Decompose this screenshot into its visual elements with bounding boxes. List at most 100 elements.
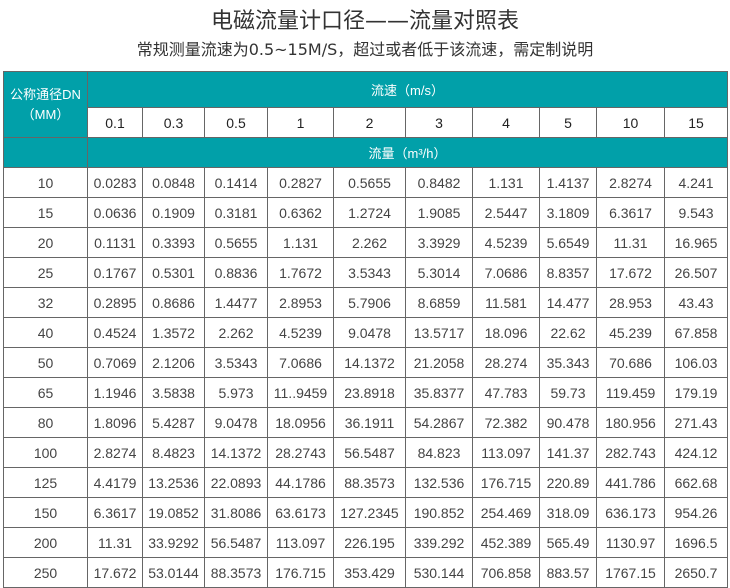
flow-cell: 19.0852	[142, 497, 205, 528]
flow-cell: 16.965	[663, 227, 729, 258]
flow-cell: 4.5239	[267, 317, 334, 348]
flow-cell: 7.0686	[472, 257, 540, 288]
flow-cell: 0.0636	[87, 197, 143, 228]
flow-cell: 226.195	[333, 527, 406, 558]
flow-header-blank	[3, 137, 88, 168]
flow-cell: 2.1206	[142, 347, 205, 378]
speed-cell: 0.5	[204, 107, 268, 138]
flow-cell: 5.3014	[405, 257, 473, 288]
speed-cell: 0.1	[87, 107, 143, 138]
flow-cell: 13.5717	[405, 317, 473, 348]
flow-cell: 35.343	[539, 347, 597, 378]
flow-cell: 0.5655	[333, 167, 406, 198]
flow-cell: 1.4477	[204, 287, 268, 318]
speed-cell: 10	[596, 107, 665, 138]
page-subtitle: 常规测量流速为0.5~15M/S，超过或者低于该流速，需定制说明	[136, 40, 594, 59]
flow-cell: 11.31	[596, 227, 665, 258]
flow-cell: 0.1909	[142, 197, 205, 228]
table-row: 40 0.4524 1.3572 2.262 4.5239 9.0478 13.5717 18…	[3, 317, 729, 348]
flow-cell: 3.5343	[333, 257, 406, 288]
dn-cell: 25	[3, 257, 88, 288]
flow-cell: 0.8482	[405, 167, 473, 198]
flow-cell: 106.03	[663, 347, 729, 378]
flow-cell: 54.2867	[405, 407, 473, 438]
flow-cell: 47.783	[472, 377, 540, 408]
flow-cell: 353.429	[333, 557, 406, 588]
flow-cell: 113.097	[267, 527, 334, 558]
flow-cell: 53.0144	[142, 557, 205, 588]
flow-cell: 1.1946	[87, 377, 143, 408]
flow-cell: 441.786	[596, 467, 665, 498]
flow-cell: 28.2743	[267, 437, 334, 468]
flow-cell: 0.0283	[87, 167, 143, 198]
flow-cell: 0.1767	[87, 257, 143, 288]
flow-cell: 282.743	[596, 437, 665, 468]
flow-cell: 132.536	[405, 467, 473, 498]
flow-cell: 119.459	[596, 377, 665, 408]
flow-cell: 179.19	[663, 377, 729, 408]
flow-cell: 17.672	[87, 557, 143, 588]
flow-cell: 180.956	[596, 407, 665, 438]
flow-cell: 2.5447	[472, 197, 540, 228]
flow-cell: 0.0848	[142, 167, 205, 198]
flow-cell: 190.852	[405, 497, 473, 528]
flow-cell: 36.1911	[333, 407, 406, 438]
flow-cell: 3.3929	[405, 227, 473, 258]
table-row: 125 4.4179 13.2536 22.0893 44.1786 88.3573 132…	[3, 467, 729, 498]
flow-cell: 0.1131	[87, 227, 143, 258]
dn-cell: 10	[3, 167, 88, 198]
flow-cell: 565.49	[539, 527, 597, 558]
flow-cell: 2.262	[333, 227, 406, 258]
flow-cell: 5.7906	[333, 287, 406, 318]
flow-cell: 2650.7	[663, 557, 729, 588]
flow-cell: 31.8086	[204, 497, 268, 528]
flow-cell: 127.2345	[333, 497, 406, 528]
dn-cell: 100	[3, 437, 88, 468]
speed-cell: 5	[539, 107, 597, 138]
flow-cell: 3.1809	[539, 197, 597, 228]
speed-header: 流速（m/s）	[86, 71, 729, 108]
flow-cell: 6.3617	[596, 197, 665, 228]
table-row: 50 0.7069 2.1206 3.5343 7.0686 14.1372 21.2058…	[3, 347, 729, 378]
dn-header: 公称通径DN （MM）	[3, 71, 88, 138]
dn-cell: 20	[3, 227, 88, 258]
flow-cell: 662.68	[663, 467, 729, 498]
dn-cell: 80	[3, 407, 88, 438]
flow-cell: 1130.97	[596, 527, 665, 558]
flow-cell: 1.3572	[142, 317, 205, 348]
flow-cell: 2.8953	[267, 287, 334, 318]
flow-cell: 0.8686	[142, 287, 205, 318]
flow-cell: 954.26	[663, 497, 729, 528]
dn-header-line1: 公称通径DN	[10, 86, 81, 102]
flow-cell: 4.4179	[87, 467, 143, 498]
flow-cell: 0.4524	[87, 317, 143, 348]
flow-cell: 59.73	[539, 377, 597, 408]
flow-cell: 14.1372	[204, 437, 268, 468]
flow-cell: 23.8918	[333, 377, 406, 408]
flow-cell: 3.5343	[204, 347, 268, 378]
flow-cell: 28.953	[596, 287, 665, 318]
dn-header-line2: （MM）	[21, 106, 70, 122]
flow-cell: 2.262	[204, 317, 268, 348]
flow-cell: 8.8357	[539, 257, 597, 288]
table-row: 25 0.1767 0.5301 0.8836 1.7672 3.5343 5.3014 7.…	[3, 257, 729, 288]
flow-cell: 11.581	[472, 287, 540, 318]
flow-cell: 8.4823	[142, 437, 205, 468]
flow-cell: 0.3181	[204, 197, 268, 228]
flow-cell: 0.7069	[87, 347, 143, 378]
table-row: 150 6.3617 19.0852 31.8086 63.6173 127.2345 19…	[3, 497, 729, 528]
speed-cell: 15	[663, 107, 729, 138]
flow-cell: 22.62	[539, 317, 597, 348]
flow-cell: 72.382	[472, 407, 540, 438]
flow-cell: 88.3573	[204, 557, 268, 588]
flow-cell: 63.6173	[267, 497, 334, 528]
table-row: 15 0.0636 0.1909 0.3181 0.6362 1.2724 1.9085 2.…	[3, 197, 729, 228]
flow-header: 流量（m³/h）	[86, 137, 729, 168]
flow-cell: 1696.5	[663, 527, 729, 558]
table-row: 10 0.0283 0.0848 0.1414 0.2827 0.5655 0.8482 1.…	[3, 167, 729, 198]
table-row: 100 2.8274 8.4823 14.1372 28.2743 56.5487 84.8…	[3, 437, 729, 468]
dn-cell: 200	[3, 527, 88, 558]
flow-cell: 11..9459	[267, 377, 334, 408]
flow-cell: 1.131	[472, 167, 540, 198]
dn-cell: 250	[3, 557, 88, 588]
